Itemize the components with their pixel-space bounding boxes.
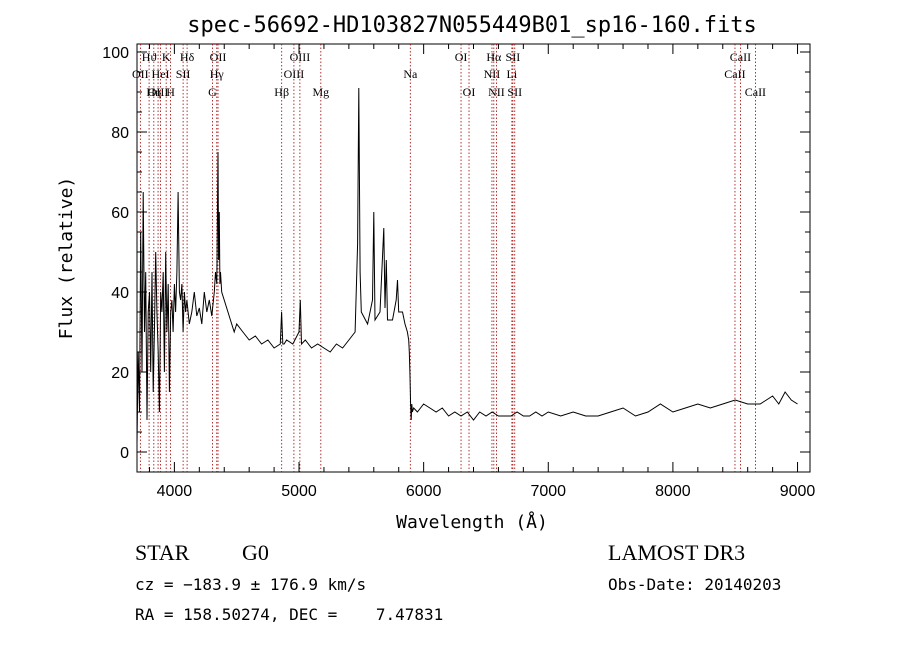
line-marker-label: OIII <box>148 85 169 99</box>
line-marker-label: Hη <box>146 85 161 99</box>
line-marker-label: Hα <box>486 50 502 64</box>
x-tick-label: 4000 <box>157 483 193 500</box>
line-marker-label: G <box>208 85 217 99</box>
line-marker-label: Hδ <box>180 50 195 64</box>
line-marker-label: CaII <box>730 50 751 64</box>
line-marker-label: Na <box>403 67 418 81</box>
x-tick-label: 7000 <box>530 483 566 500</box>
x-axis: 4000 5000 6000 7000 8000 9000 <box>148 44 816 500</box>
line-marker-label: K <box>162 50 171 64</box>
y-tick-label: 0 <box>120 445 129 462</box>
line-marker-label: CaII <box>724 67 745 81</box>
y-axis: 0 20 40 60 80 100 <box>102 45 810 462</box>
survey-name: LAMOST DR3 <box>608 540 745 565</box>
coordinates: RA = 158.50274, DEC = 7.47831 <box>135 605 443 624</box>
line-marker-label: OIII <box>284 67 305 81</box>
line-marker-label: OII <box>132 67 149 81</box>
object-class: STAR <box>135 540 190 565</box>
x-tick-label: 6000 <box>406 483 442 500</box>
y-tick-label: 20 <box>111 365 129 382</box>
line-marker-label: Mg <box>312 85 329 99</box>
line-marker-label: Hβ <box>274 85 289 99</box>
line-marker-label: OI <box>455 50 468 64</box>
line-marker-label: OII <box>210 50 227 64</box>
x-tick-label: 9000 <box>780 483 816 500</box>
y-tick-label: 100 <box>102 45 129 62</box>
line-marker-label: NII <box>484 67 501 81</box>
y-axis-label: Flux (relative) <box>56 177 77 340</box>
line-marker-label: NII <box>488 85 505 99</box>
line-marker-label: SII <box>506 50 521 64</box>
chart-title: spec-56692-HD103827N055449B01_sp16-160.f… <box>187 13 757 38</box>
line-marker-label: Hγ <box>210 67 225 81</box>
line-marker-label: Li <box>507 67 518 81</box>
y-tick-label: 40 <box>111 285 129 302</box>
line-marker-label: OIII <box>290 50 311 64</box>
line-marker-label: HeI <box>152 67 170 81</box>
line-marker-label: SII <box>507 85 522 99</box>
observation-date: Obs-Date: 20140203 <box>608 575 781 594</box>
line-marker-label: SII <box>176 67 191 81</box>
line-marker-label: OI <box>463 85 476 99</box>
object-subclass: G0 <box>242 540 269 565</box>
line-marker-label: CaII <box>745 85 766 99</box>
x-tick-label: 8000 <box>655 483 691 500</box>
x-axis-label: Wavelength (Å) <box>396 511 548 533</box>
x-tick-label: 5000 <box>281 483 317 500</box>
line-marker-label: H <box>166 85 175 99</box>
line-marker-label: Hϑ <box>142 50 157 64</box>
line-marker-layer <box>139 44 756 472</box>
redshift-cz: cz = −183.9 ± 176.9 km/s <box>135 575 366 594</box>
y-tick-label: 80 <box>111 125 129 142</box>
y-tick-label: 60 <box>111 205 129 222</box>
spectrum-series-line <box>136 87 798 445</box>
